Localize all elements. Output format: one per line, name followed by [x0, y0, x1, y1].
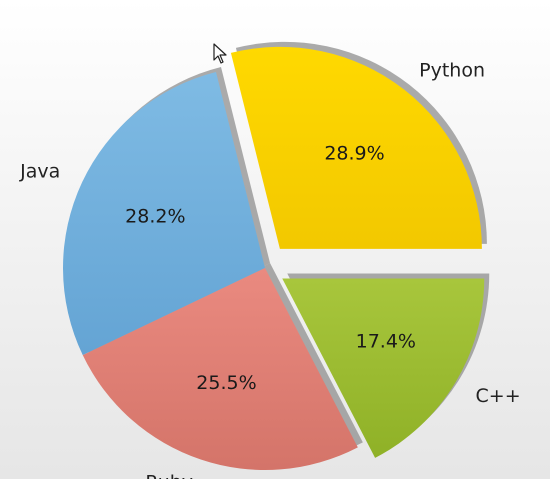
category-label-cpp: C++ — [476, 385, 521, 407]
pct-label-ruby: 25.5% — [196, 372, 256, 394]
pct-label-cpp: 17.4% — [356, 331, 416, 353]
wedge-python — [230, 46, 482, 249]
pct-label-python: 28.9% — [324, 142, 384, 164]
category-label-python: Python — [419, 60, 485, 82]
pct-label-java: 28.2% — [125, 205, 185, 227]
category-label-java: Java — [19, 161, 60, 183]
pie-wedges — [63, 46, 485, 471]
wedge-ruby — [82, 268, 358, 471]
category-label-ruby: Ruby — [145, 471, 193, 479]
wedge-cpp — [282, 278, 485, 458]
mouse-cursor-icon — [213, 43, 227, 64]
wedge-java — [63, 72, 265, 356]
pie-labels: 28.9% Python 28.2% Java 25.5% Ruby 17.4% C++ — [19, 60, 520, 479]
